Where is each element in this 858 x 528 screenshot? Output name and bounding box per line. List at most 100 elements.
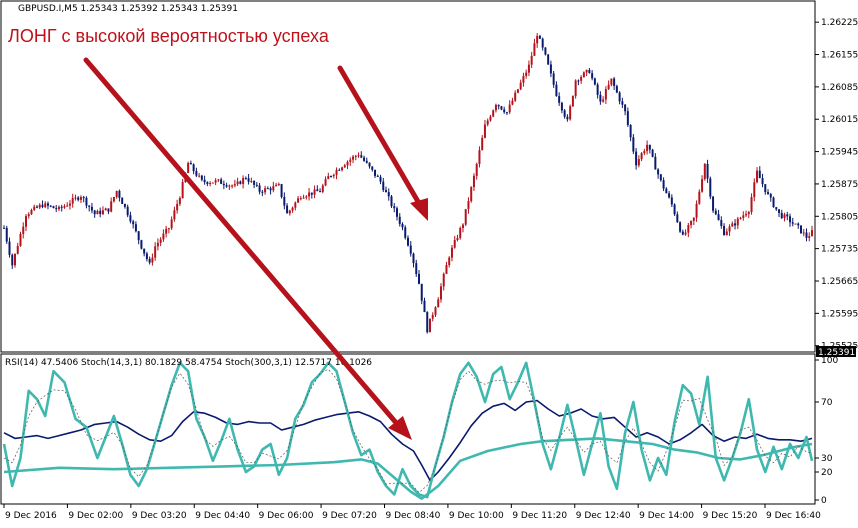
- indicator-axis: 100 70 30 20 0: [815, 356, 838, 506]
- candle-body: [90, 206, 93, 211]
- candle-body: [613, 78, 616, 86]
- candle-body: [478, 150, 481, 164]
- candle-body: [791, 222, 794, 224]
- candle-body: [68, 203, 71, 206]
- price-tick-label: 1.25595: [821, 309, 858, 319]
- candle-body: [401, 223, 404, 228]
- candle-body: [786, 214, 789, 217]
- candle-body: [52, 206, 55, 209]
- last-price-box: [816, 346, 856, 357]
- candle-body: [536, 35, 539, 44]
- candle-body: [319, 191, 322, 193]
- candle-body: [365, 160, 368, 163]
- candle-body: [316, 189, 319, 192]
- candle-body: [192, 164, 195, 172]
- candle-body: [302, 197, 305, 199]
- candle-body: [13, 253, 16, 266]
- candle-body: [165, 228, 168, 234]
- candle-body: [538, 35, 541, 39]
- candle-body: [143, 248, 146, 254]
- candle-body: [99, 210, 102, 215]
- candle-body: [736, 218, 739, 226]
- candle-body: [324, 179, 327, 186]
- candle-body: [211, 182, 214, 184]
- candle-body: [154, 246, 157, 258]
- indicator-pane-frame: [0, 353, 816, 505]
- time-tick-label: 9 Dec 14:00: [639, 511, 694, 521]
- candle-body: [55, 208, 58, 210]
- candle-body: [442, 273, 445, 287]
- candle-body: [321, 185, 324, 192]
- candle-body: [525, 72, 528, 77]
- candle-body: [101, 210, 104, 215]
- candle-body: [522, 76, 525, 83]
- annotation-arrows: [83, 57, 428, 440]
- candle-body: [313, 189, 316, 195]
- candle-body: [657, 169, 660, 175]
- candle-body: [8, 241, 11, 255]
- candle-body: [137, 231, 140, 241]
- candle-body: [129, 215, 132, 222]
- candle-body: [706, 163, 709, 179]
- candle-body: [360, 155, 363, 158]
- candle-body: [712, 196, 715, 211]
- candle-body: [49, 205, 52, 207]
- candle-body: [497, 104, 500, 107]
- candle-body: [511, 100, 514, 105]
- candle-body: [151, 257, 154, 263]
- candle-body: [57, 206, 60, 210]
- time-tick-label: 9 Dec 03:20: [132, 511, 187, 521]
- candle-body: [203, 179, 206, 183]
- candle-body: [33, 206, 36, 210]
- candle-body: [720, 220, 723, 226]
- candle-body: [687, 225, 690, 233]
- candle-body: [695, 203, 698, 218]
- candle-body: [398, 216, 401, 224]
- candle-body: [604, 89, 607, 100]
- candle-body: [725, 231, 728, 236]
- candle-body: [780, 212, 783, 219]
- candle-body: [236, 181, 239, 185]
- candle-body: [555, 84, 558, 97]
- candle-body: [426, 312, 429, 333]
- candle-body: [126, 206, 129, 216]
- price-tick-label: 1.25805: [821, 212, 858, 222]
- candle-body: [357, 155, 360, 157]
- candle-body: [714, 210, 717, 215]
- candle-body: [167, 228, 170, 230]
- candle-body: [330, 175, 333, 177]
- candle-body: [588, 69, 591, 74]
- candle-body: [717, 214, 720, 221]
- candle-body: [132, 221, 135, 225]
- candle-body: [439, 286, 442, 300]
- candle-body: [448, 257, 451, 266]
- candle-body: [434, 307, 437, 315]
- candle-body: [3, 227, 5, 229]
- candle-body: [385, 190, 388, 193]
- candle-body: [654, 156, 657, 170]
- series-line-2: [2, 361, 814, 499]
- candle-body: [363, 157, 366, 161]
- candle-body: [297, 198, 300, 203]
- time-tick-label: 9 Dec 2016: [5, 511, 57, 521]
- candle-body: [46, 203, 49, 206]
- candle-body: [145, 253, 148, 259]
- candle-body: [189, 162, 192, 165]
- candle-body: [280, 184, 283, 197]
- candle-body: [118, 190, 121, 198]
- candle-body: [79, 197, 82, 200]
- candle-body: [233, 184, 236, 186]
- arrow-head-price: [410, 198, 428, 221]
- candle-body: [467, 201, 470, 210]
- time-axis: 9 Dec 2016 9 Dec 02:00 9 Dec 03:20 9 Dec 04…: [3, 504, 821, 521]
- candle-body: [797, 223, 800, 226]
- candle-body: [346, 161, 349, 166]
- candle-body: [486, 120, 489, 125]
- candle-body: [148, 258, 151, 263]
- time-tick-label: 9 Dec 06:00: [259, 511, 314, 521]
- price-candles: [3, 33, 813, 334]
- candle-body: [626, 111, 629, 125]
- candle-body: [560, 102, 563, 111]
- candle-body: [286, 205, 289, 214]
